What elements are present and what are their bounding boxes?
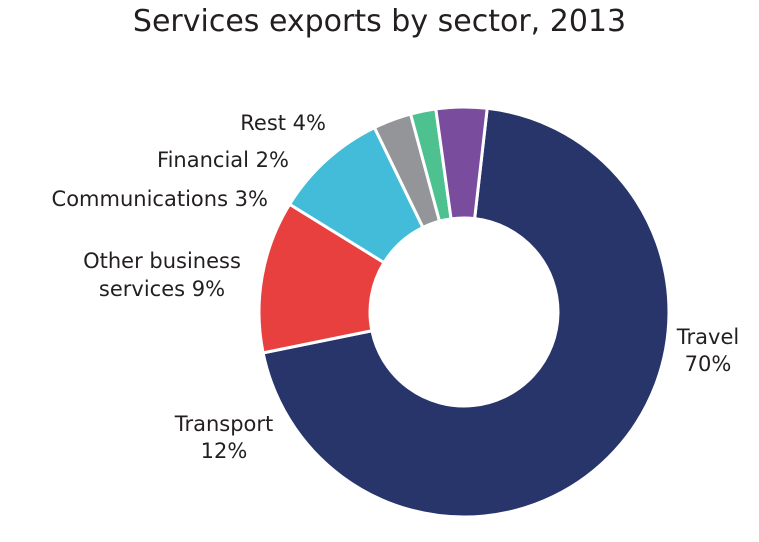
label-transport-line-2: 12% <box>201 439 248 463</box>
label-travel-line-2: 70% <box>685 352 732 376</box>
label-transport-line-1: Transport <box>174 412 274 436</box>
label-financial: Financial 2% <box>157 148 289 172</box>
slice-rest <box>434 105 489 221</box>
label-financial-line-1: Financial 2% <box>157 148 289 172</box>
label-other-business-services: Other business services 9% <box>83 249 241 301</box>
slice-labels: Travel 70% Transport 12% Other business servi… <box>52 111 740 463</box>
label-travel-line-1: Travel <box>676 325 739 349</box>
label-communications: Communications 3% <box>52 187 268 211</box>
label-other-business-services-line-2: services 9% <box>99 277 225 301</box>
label-rest: Rest 4% <box>240 111 326 135</box>
label-travel: Travel 70% <box>676 325 739 376</box>
label-transport: Transport 12% <box>174 412 274 463</box>
slice-travel <box>261 106 671 519</box>
label-other-business-services-line-1: Other business <box>83 249 241 273</box>
label-rest-line-1: Rest 4% <box>240 111 326 135</box>
chart-title: Services exports by sector, 2013 <box>132 4 627 39</box>
label-communications-line-1: Communications 3% <box>52 187 268 211</box>
donut-slices <box>257 105 671 519</box>
